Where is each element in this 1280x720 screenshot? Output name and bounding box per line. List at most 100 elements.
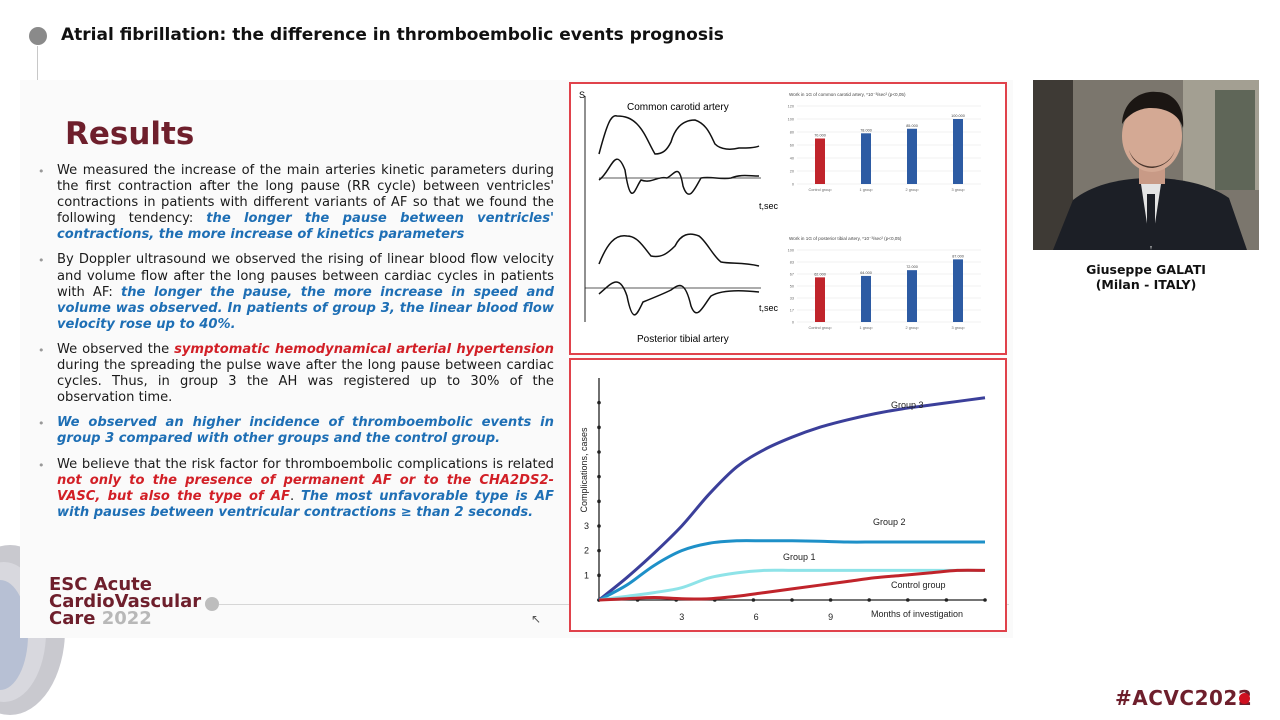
- bar-chart-y-tick: 100: [788, 249, 794, 253]
- x-tick-label: 3: [679, 612, 684, 622]
- x-tick-label: 9: [828, 612, 833, 622]
- bullet-text-blue: The most unfavorable type is AF with pau…: [57, 488, 554, 520]
- bar-chart-value-label: 100.000: [951, 114, 965, 118]
- bar-chart-category-label: Control group: [808, 326, 831, 330]
- header-divider: [37, 46, 38, 80]
- bar-chart-y-tick: 67: [790, 273, 794, 277]
- bullet-text-blue: the longer the pause, the more increase …: [57, 284, 554, 332]
- series-label: Group 2: [873, 517, 906, 527]
- bar-chart-value-label: 62.000: [814, 272, 826, 276]
- bullet-text-red: not only to the presence of permanent AF…: [57, 472, 554, 504]
- bullet-marker: •: [38, 254, 45, 268]
- y-tick-label: 2: [584, 546, 589, 556]
- bar-chart-category-label: 3 group: [952, 326, 965, 330]
- series-line-group-1: [598, 568, 985, 602]
- bar-chart-bar: [815, 277, 825, 322]
- waveform-top-label: Common carotid artery: [627, 102, 729, 113]
- bar-chart-y-tick: 40: [790, 157, 794, 161]
- results-bullet: • By Doppler ultrasound we observed the r…: [36, 252, 554, 332]
- bar-chart-y-tick: 0: [792, 321, 794, 325]
- logo-line-3: Care 2022: [49, 608, 201, 629]
- logo-care: Care: [49, 608, 96, 629]
- series-line-control-group: [598, 568, 986, 602]
- speaker-location: (Milan - ITALY): [1095, 277, 1197, 292]
- talk-title: Atrial fibrillation: the difference in t…: [61, 25, 724, 45]
- complications-line-chart: 1 2 3 3 6 9 Months of investigation Complicatio…: [579, 378, 987, 622]
- bullet-marker: •: [38, 165, 45, 178]
- results-bullet-list: • We measured the increase of the main ar…: [36, 163, 554, 530]
- logo-line-1: ESC Acute: [49, 574, 152, 595]
- event-hashtag: #ACVC2022: [1115, 686, 1253, 710]
- bar-chart-bar: [953, 259, 963, 322]
- bullet-text-normal: We observed the: [57, 341, 175, 357]
- bullet-text-blue: the longer the pause between ventricles'…: [57, 211, 554, 243]
- speaker-video-frame: [1033, 80, 1259, 250]
- hashtag-dot: [1239, 693, 1250, 704]
- x-axis-label: Months of investigation: [871, 609, 963, 619]
- top-bar-charts: Work in 1G of common carotid artery, *10…: [788, 92, 981, 330]
- y-tick-label: 1: [584, 570, 589, 580]
- bar-chart-y-tick: 80: [790, 131, 794, 135]
- bar-chart-bar: [861, 133, 871, 184]
- y-axis-dot: [597, 400, 601, 405]
- y-axis-dot: [597, 524, 601, 528]
- speaker-video: [1033, 80, 1259, 250]
- waveform-bottom-label: Posterior tibial artery: [637, 334, 729, 345]
- bar-chart-category-label: 2 group: [906, 188, 919, 192]
- bar-chart-value-label: 85.000: [906, 124, 918, 128]
- waveform-time-axis-label-1: t,sec: [759, 201, 779, 211]
- bar-chart-y-tick: 83: [790, 261, 794, 265]
- series-line-group-2: [598, 539, 985, 602]
- esc-acvc-logo: ESC Acute CardioVascular Care 2022: [49, 574, 201, 629]
- x-axis-dot: [828, 598, 833, 602]
- results-bullet: • We observed the symptomatic hemodynamic…: [36, 342, 554, 406]
- bar-chart-title: Work in 1G of posterior tibial artery, *…: [789, 236, 902, 241]
- waveform-s-label: S: [579, 90, 585, 100]
- bullet-marker: •: [38, 343, 45, 357]
- y-axis-dot: [597, 474, 601, 479]
- y-axis-dot: [597, 573, 601, 578]
- slide-title: Results: [65, 116, 195, 152]
- x-axis-dot: [944, 598, 949, 602]
- bar-chart-bar: [815, 138, 825, 184]
- logo-year: 2022: [101, 608, 152, 629]
- bullet-marker: •: [38, 458, 45, 472]
- bar-chart-value-label: 70.000: [814, 134, 826, 138]
- bar-chart-value-label: 87.000: [952, 254, 964, 258]
- waveform-diagram: S Common carotid artery t,sec t,sec Post…: [579, 90, 779, 345]
- x-axis-dot: [906, 598, 910, 602]
- bar-chart-category-label: 1 group: [860, 326, 873, 330]
- bullet-text-red: symptomatic hemodynamical arterial hyper…: [174, 341, 554, 357]
- bullet-text-normal: We measured the increase of the main art…: [57, 163, 554, 227]
- bar-chart-y-tick: 17: [790, 309, 794, 313]
- bar-chart-value-label: 78.000: [860, 128, 872, 132]
- bullet-text-normal: .: [290, 488, 301, 504]
- waveform-time-axis-label-2: t,sec: [759, 303, 779, 313]
- y-axis-label: Complications, cases: [579, 427, 589, 513]
- bar-chart-y-tick: 20: [790, 170, 794, 174]
- bar-chart-y-tick: 60: [790, 144, 794, 148]
- speaker-caption: Giuseppe GALATI (Milan - ITALY): [1033, 262, 1259, 292]
- kinetics-figure-svg: S Common carotid artery t,sec t,sec Post…: [579, 90, 981, 345]
- figure-kinetics-panel: S Common carotid artery t,sec t,sec Post…: [569, 82, 1007, 355]
- bar-chart-bar: [907, 270, 917, 322]
- bar-chart-y-tick: 33: [790, 297, 794, 301]
- x-tick-label: 6: [754, 612, 759, 622]
- bar-chart-title: Work in 1G of common carotid artery, *10…: [789, 92, 906, 97]
- y-axis-dot: [597, 425, 601, 430]
- figure-complications-panel: 1 2 3 3 6 9 Months of investigation Complicatio…: [569, 358, 1007, 632]
- x-axis-dot: [790, 598, 794, 602]
- bullet-marker: •: [38, 417, 45, 431]
- bar-chart-category-label: 2 group: [906, 326, 919, 330]
- bullet-text-normal: during the spreading the pulse wave afte…: [57, 358, 554, 406]
- bar-chart-bar: [861, 275, 871, 322]
- bar-chart-category-label: Control group: [808, 188, 831, 192]
- results-bullet: • We measured the increase of the main ar…: [36, 163, 554, 243]
- bar-chart-bar: [907, 128, 917, 184]
- bar-chart-value-label: 72.000: [906, 265, 918, 269]
- bar-chart-bar: [953, 119, 963, 184]
- bar-chart-y-tick: 100: [788, 118, 794, 122]
- series-label: Control group: [891, 580, 946, 590]
- mouse-cursor-icon: ↖: [531, 612, 542, 626]
- series-label: Group 3: [891, 400, 924, 410]
